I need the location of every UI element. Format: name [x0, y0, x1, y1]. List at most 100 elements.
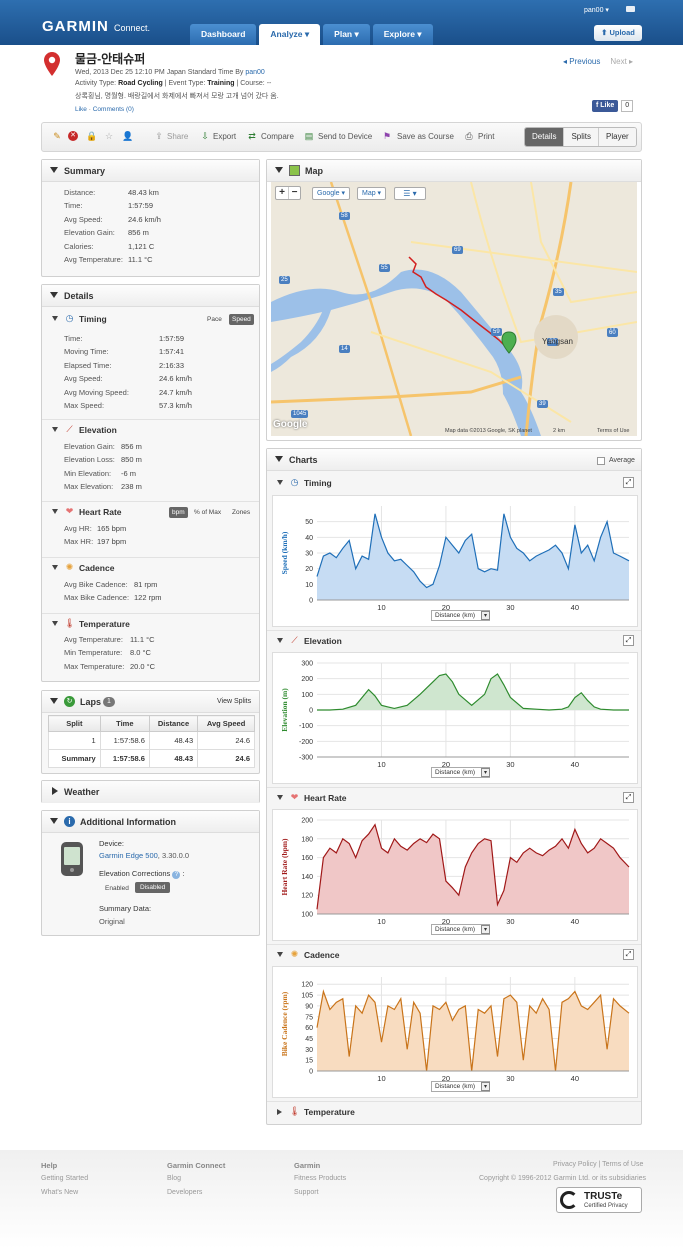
road-shield: 14: [339, 345, 350, 353]
print-button[interactable]: Print: [478, 132, 495, 141]
comments-link[interactable]: Comments (0): [92, 106, 134, 113]
y-tick-label: 120: [301, 982, 313, 989]
expand-chart-icon[interactable]: ⤢: [623, 635, 634, 646]
enabled-toggle[interactable]: Enabled: [105, 885, 129, 892]
share-button[interactable]: Share: [167, 132, 189, 141]
summary-header[interactable]: Summary: [42, 160, 259, 182]
activity-description[interactable]: 상록횡님, 명월형. 배랑길에서 화제에서 빠져서 모랑 고개 넘어 갔다 옴.: [75, 93, 279, 100]
footer-getting-started-link[interactable]: Getting Started: [41, 1175, 89, 1182]
chart-header-timing[interactable]: ◷ Timing ⤢: [267, 473, 641, 493]
google-provider-dropdown[interactable]: Google ▾: [312, 187, 351, 200]
author-link[interactable]: pan00: [245, 69, 265, 76]
chart-header-elevation[interactable]: ⟋ Elevation ⤢: [267, 630, 641, 650]
footer-blog-link[interactable]: Blog: [167, 1175, 182, 1182]
average-checkbox[interactable]: [597, 457, 605, 465]
activity-title[interactable]: 물금-안태슈퍼: [75, 52, 146, 66]
charts-header[interactable]: Charts Average: [267, 449, 641, 471]
previous-link[interactable]: ◂ Previous: [563, 57, 601, 66]
expand-chart-icon[interactable]: ⤢: [623, 949, 634, 960]
zones-toggle[interactable]: Zones: [232, 509, 251, 516]
cadence-section-header[interactable]: ✺ Cadence: [42, 557, 259, 577]
footer-developers-link[interactable]: Developers: [167, 1189, 203, 1196]
view-splits-button[interactable]: Splits: [563, 128, 599, 146]
disabled-toggle[interactable]: Disabled: [135, 882, 171, 893]
zoom-in-button[interactable]: +: [279, 187, 285, 198]
mail-icon[interactable]: [626, 6, 635, 12]
footer-support-link[interactable]: Support: [294, 1189, 319, 1196]
details-header[interactable]: Details: [42, 285, 259, 307]
view-player-button[interactable]: Player: [598, 128, 636, 146]
temperature-chart-header[interactable]: 🌡 Temperature: [267, 1101, 641, 1121]
nav-dashboard[interactable]: Dashboard: [190, 24, 257, 45]
timing-section-header[interactable]: ◷ Timing Pace Speed: [42, 309, 259, 329]
heart-rate-section-header[interactable]: ❤ Heart Rate bpm % of Max Zones: [42, 501, 259, 521]
send-to-device-button[interactable]: Send to Device: [318, 132, 373, 141]
chart-header-heart-rate[interactable]: ❤ Heart Rate ⤢: [267, 787, 641, 807]
delete-icon[interactable]: ✕: [68, 131, 78, 141]
stat-label: Avg Temperature:: [64, 635, 123, 644]
zoom-out-button[interactable]: −: [288, 187, 300, 199]
laps-column-header[interactable]: Split: [48, 715, 101, 732]
upload-button[interactable]: ⬆ Upload: [594, 25, 642, 41]
dropdown-icon[interactable]: ▾: [481, 768, 490, 777]
average-label: Average: [609, 457, 635, 464]
collapse-icon: [50, 292, 58, 298]
chart-plot: 0 15 30 45 60 75 90 105 120 10 20 30 40 Bike Cadence …: [280, 977, 630, 1083]
user-icon[interactable]: 👤: [122, 131, 134, 141]
nav-plan[interactable]: Plan ▾: [323, 24, 370, 45]
dropdown-icon[interactable]: ▾: [481, 1082, 490, 1091]
expand-chart-icon[interactable]: ⤢: [623, 477, 634, 488]
layers-dropdown[interactable]: ☰ ▾: [394, 187, 426, 200]
elevation-section-header[interactable]: ⟋ Elevation: [42, 419, 259, 439]
laps-column-header[interactable]: Distance: [148, 715, 199, 732]
chart-timing[interactable]: 0 10 20 30 40 50 10 20 30 40 Speed (km/h) Distance …: [272, 495, 638, 627]
truste-badge[interactable]: TRUSTe Certified Privacy: [556, 1187, 642, 1213]
start-marker-icon[interactable]: [501, 331, 517, 354]
facebook-like-button[interactable]: f Like: [592, 100, 619, 112]
y-tick-label: 90: [305, 1003, 313, 1010]
footer-fitness-link[interactable]: Fitness Products: [294, 1175, 347, 1182]
temperature-section-header[interactable]: 🌡 Temperature: [42, 613, 259, 633]
device-link[interactable]: Garmin Edge 500: [99, 851, 158, 860]
laps-column-header[interactable]: Time: [99, 715, 150, 732]
chart-heart-rate[interactable]: 100 120 140 160 180 200 10 20 30 40 Heart Rate (bp…: [272, 809, 638, 941]
map-type-dropdown[interactable]: Map ▾: [357, 187, 387, 200]
cadence-icon: ✺: [290, 949, 299, 959]
help-icon[interactable]: ?: [172, 871, 181, 879]
nav-analyze[interactable]: Analyze ▾: [259, 24, 321, 45]
dropdown-icon[interactable]: ▾: [481, 925, 490, 934]
weather-header[interactable]: Weather: [42, 781, 259, 803]
garmin-connect-logo[interactable]: GARMIN Connect.: [42, 18, 151, 35]
collapse-icon: [50, 698, 58, 704]
route-map[interactable]: [271, 182, 637, 436]
like-link[interactable]: Like: [75, 106, 87, 113]
chart-cadence[interactable]: 0 15 30 45 60 75 90 105 120 10 20 30 40 Bike Cadence …: [272, 966, 638, 1098]
x-tick-label: 10: [377, 760, 385, 769]
star-icon[interactable]: ☆: [104, 131, 114, 141]
view-splits-link[interactable]: View Splits: [217, 698, 252, 705]
bpm-toggle[interactable]: bpm: [169, 507, 188, 518]
footer-privacy-links[interactable]: Privacy Policy | Terms of Use: [553, 1161, 644, 1168]
export-button[interactable]: Export: [213, 132, 237, 141]
chart-header-cadence[interactable]: ✺ Cadence ⤢: [267, 944, 641, 964]
map-header[interactable]: Map: [267, 160, 641, 182]
dropdown-icon[interactable]: ▾: [481, 611, 490, 620]
edit-icon[interactable]: ✎: [53, 131, 61, 141]
additional-info-header[interactable]: i Additional Information: [42, 811, 259, 833]
laps-column-header[interactable]: Avg Speed: [197, 715, 255, 732]
lock-icon[interactable]: 🔒: [86, 131, 98, 141]
user-menu[interactable]: pan00 ▾: [584, 7, 609, 14]
view-details-button[interactable]: Details: [525, 128, 564, 146]
map-terms-link[interactable]: Terms of Use: [597, 428, 630, 434]
percent-max-toggle[interactable]: % of Max: [194, 509, 222, 516]
laps-header[interactable]: ↻ Laps 1 View Splits: [42, 691, 259, 713]
pace-toggle[interactable]: Pace: [207, 316, 222, 323]
save-as-course-button[interactable]: Save as Course: [397, 132, 454, 141]
expand-chart-icon[interactable]: ⤢: [623, 792, 634, 803]
chart-elevation[interactable]: -300 -200 -100 0 100 200 300 10 20 30 40 Elevation …: [272, 652, 638, 784]
compare-button[interactable]: Compare: [261, 132, 294, 141]
footer-whats-new-link[interactable]: What's New: [41, 1189, 79, 1196]
speed-toggle[interactable]: Speed: [229, 314, 254, 325]
nav-explore[interactable]: Explore ▾: [372, 24, 433, 45]
stat-label: Distance:: [64, 188, 96, 197]
